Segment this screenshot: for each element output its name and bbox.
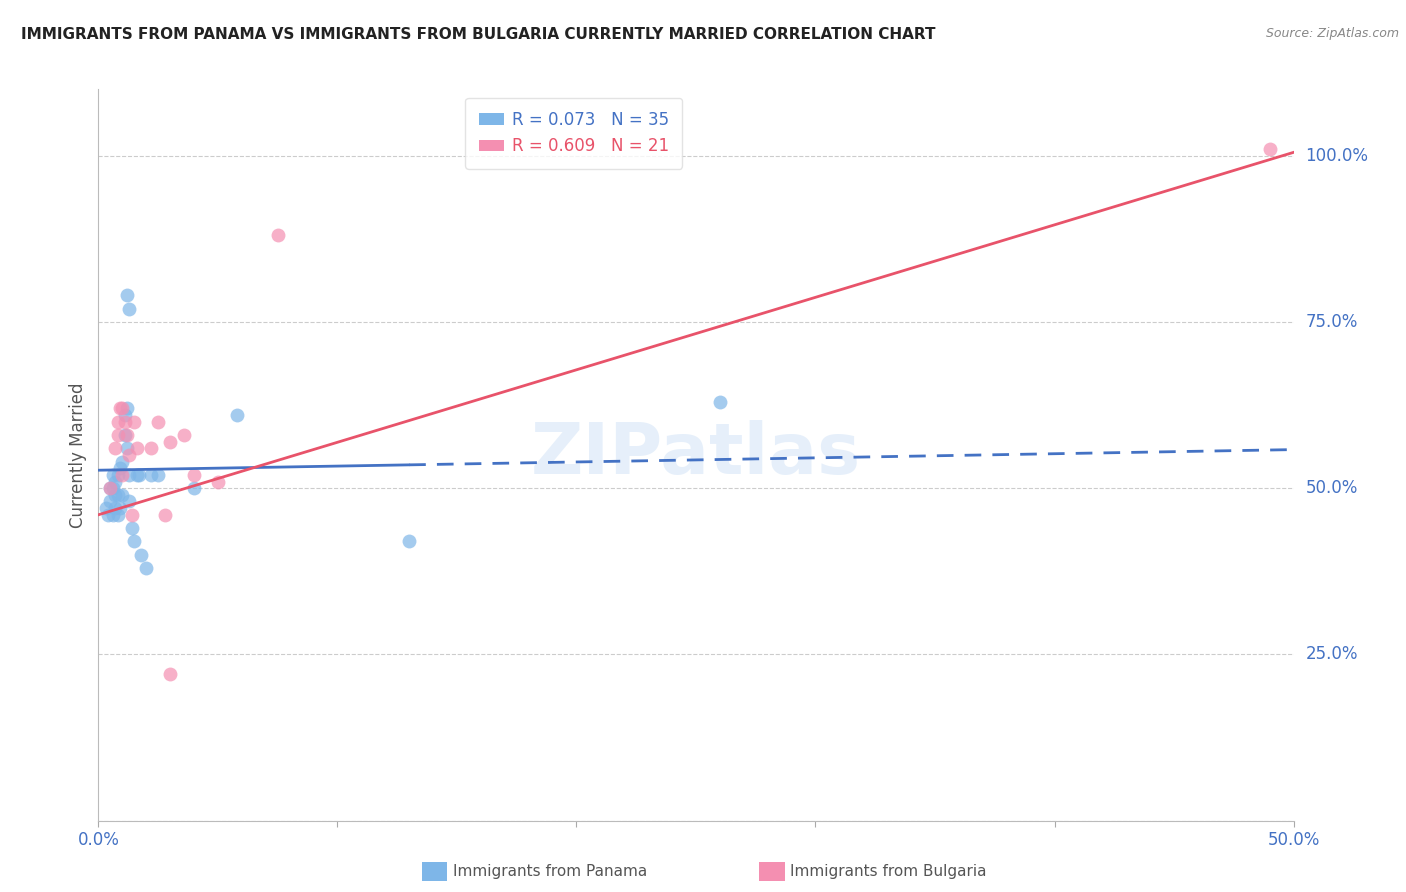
Point bbox=[121, 508, 143, 522]
Point bbox=[183, 467, 205, 482]
Point bbox=[98, 481, 122, 495]
Text: ZIPatlas: ZIPatlas bbox=[531, 420, 860, 490]
Point bbox=[121, 521, 143, 535]
Point bbox=[139, 442, 162, 456]
Point bbox=[131, 548, 153, 562]
Point bbox=[104, 501, 127, 516]
Point bbox=[125, 467, 148, 482]
Point bbox=[115, 428, 138, 442]
Point bbox=[115, 288, 138, 302]
Point bbox=[118, 301, 141, 316]
Point bbox=[159, 667, 181, 681]
Point bbox=[226, 408, 249, 422]
Point bbox=[115, 401, 138, 416]
Point bbox=[118, 494, 141, 508]
Point bbox=[135, 561, 157, 575]
Point bbox=[1258, 142, 1281, 156]
Point bbox=[709, 394, 731, 409]
Text: Immigrants from Bulgaria: Immigrants from Bulgaria bbox=[790, 864, 987, 879]
Point bbox=[124, 534, 146, 549]
Point bbox=[173, 428, 195, 442]
Point bbox=[108, 501, 131, 516]
Point bbox=[398, 534, 420, 549]
Point bbox=[148, 467, 170, 482]
Text: Immigrants from Panama: Immigrants from Panama bbox=[453, 864, 647, 879]
Point bbox=[183, 481, 205, 495]
Point bbox=[107, 428, 129, 442]
Point bbox=[94, 501, 117, 516]
Point bbox=[101, 467, 124, 482]
Point bbox=[104, 488, 127, 502]
Point bbox=[114, 408, 136, 422]
Point bbox=[111, 467, 134, 482]
Point bbox=[139, 467, 162, 482]
Point bbox=[104, 475, 127, 489]
Point bbox=[101, 508, 124, 522]
Point bbox=[114, 428, 136, 442]
Point bbox=[111, 488, 134, 502]
Point bbox=[125, 442, 148, 456]
Point bbox=[104, 442, 127, 456]
Point bbox=[107, 488, 129, 502]
Point bbox=[114, 415, 136, 429]
Point bbox=[115, 442, 138, 456]
Point bbox=[101, 481, 124, 495]
Text: IMMIGRANTS FROM PANAMA VS IMMIGRANTS FROM BULGARIA CURRENTLY MARRIED CORRELATION: IMMIGRANTS FROM PANAMA VS IMMIGRANTS FRO… bbox=[21, 27, 935, 42]
Point bbox=[111, 401, 134, 416]
Point bbox=[108, 401, 131, 416]
Point bbox=[267, 228, 290, 243]
Point bbox=[108, 461, 131, 475]
Point bbox=[107, 415, 129, 429]
Point bbox=[124, 415, 146, 429]
Text: 75.0%: 75.0% bbox=[1305, 313, 1358, 331]
Y-axis label: Currently Married: Currently Married bbox=[69, 382, 87, 528]
Text: Source: ZipAtlas.com: Source: ZipAtlas.com bbox=[1265, 27, 1399, 40]
Point bbox=[128, 467, 150, 482]
Point bbox=[107, 467, 129, 482]
Point bbox=[159, 434, 181, 449]
Text: 50.0%: 50.0% bbox=[1305, 479, 1358, 497]
Point bbox=[118, 467, 141, 482]
Point bbox=[148, 415, 170, 429]
Text: 100.0%: 100.0% bbox=[1305, 146, 1368, 165]
Point bbox=[107, 508, 129, 522]
Point bbox=[111, 454, 134, 468]
Point bbox=[207, 475, 229, 489]
Point bbox=[98, 494, 122, 508]
Text: 25.0%: 25.0% bbox=[1305, 646, 1358, 664]
Point bbox=[98, 481, 122, 495]
Point bbox=[155, 508, 177, 522]
Legend: R = 0.073   N = 35, R = 0.609   N = 21: R = 0.073 N = 35, R = 0.609 N = 21 bbox=[465, 97, 682, 169]
Point bbox=[118, 448, 141, 462]
Point bbox=[97, 508, 120, 522]
